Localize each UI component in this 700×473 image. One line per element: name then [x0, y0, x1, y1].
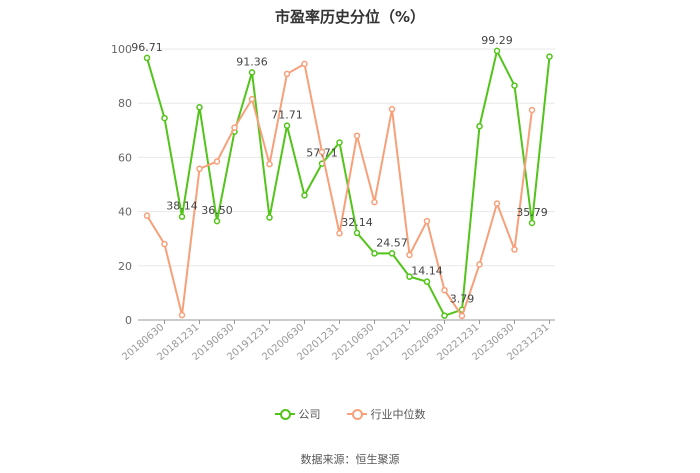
- y-tick-label: 100: [111, 43, 132, 56]
- data-label: 3.79: [450, 293, 475, 306]
- data-label: 38.14: [166, 200, 198, 213]
- company-data-point: [406, 273, 413, 280]
- company-data-point: [423, 278, 431, 285]
- industry-data-point: [476, 261, 483, 268]
- industry-data-point: [266, 160, 273, 168]
- industry-data-point: [231, 124, 238, 131]
- legend-industry-label: 行业中位数: [370, 408, 426, 421]
- data-label: 24.57: [376, 236, 408, 249]
- company-data-point: [353, 229, 361, 237]
- industry-data-point: [318, 148, 326, 156]
- company-data-point: [476, 122, 483, 130]
- industry-data-point: [161, 240, 168, 248]
- y-tick-label: 80: [118, 97, 132, 110]
- company-data-point: [528, 219, 536, 227]
- industry-data-point: [528, 106, 536, 114]
- data-source-note: 数据来源：恒生聚源: [300, 453, 400, 466]
- grid-layer: [138, 48, 555, 267]
- company-data-point: [248, 69, 256, 76]
- industry-data-point: [213, 158, 221, 165]
- company-data-point: [336, 139, 343, 146]
- y-tick-label: 0: [125, 314, 132, 327]
- industry-data-point: [406, 251, 413, 259]
- industry-data-point: [248, 95, 256, 103]
- data-label: 99.29: [481, 34, 513, 47]
- industry-data-point: [196, 165, 203, 173]
- industry-data-point: [283, 70, 291, 78]
- company-data-point: [283, 122, 291, 129]
- industry-data-point: [493, 200, 501, 207]
- y-tick-label: 20: [118, 260, 132, 273]
- label-layer: 96.71 38.14 36.50 91.36 71.71 57.71 32.1424.57…: [131, 34, 548, 306]
- company-data-point: [371, 250, 378, 257]
- industry-data-point: [441, 286, 448, 294]
- industry-data-point: [143, 212, 151, 219]
- company-data-point: [511, 82, 518, 89]
- industry-data-point: [178, 311, 186, 319]
- data-label: 14.14: [411, 265, 443, 278]
- legend-item-industry-median[interactable]: 行业中位数: [346, 406, 426, 422]
- y-tick-label: 40: [118, 206, 132, 219]
- industry-data-point: [511, 246, 518, 253]
- company-data-point: [493, 47, 501, 55]
- legend-company-marker-icon: [274, 409, 295, 420]
- company-data-point: [441, 312, 448, 319]
- company-data-point: [196, 104, 203, 111]
- legend-industry-marker-icon: [346, 409, 367, 420]
- chart-title: 市盈率历史分位（%）: [274, 8, 426, 26]
- company-data-point: [143, 54, 151, 62]
- series-layer: [143, 47, 553, 320]
- data-label: 32.14: [341, 216, 373, 229]
- company-data-point: [178, 213, 186, 220]
- industry-data-point: [301, 60, 308, 68]
- line-chart: 0204060801002018063020181231201906302019…: [111, 34, 555, 363]
- industry-data-point: [423, 217, 431, 225]
- company-data-point: [266, 214, 273, 221]
- y-tick-label: 60: [118, 151, 132, 164]
- company-data-point: [388, 250, 396, 257]
- company-data-point: [301, 192, 308, 199]
- company-data-point: [161, 114, 168, 122]
- data-label: 36.50: [201, 204, 233, 217]
- data-label: 57.71: [306, 147, 338, 160]
- legend-item-company[interactable]: 公司: [274, 406, 321, 422]
- data-label: 35.79: [516, 206, 548, 219]
- data-label: 91.36: [236, 55, 268, 68]
- legend: 公司 行业中位数: [0, 406, 700, 422]
- industry-data-point: [458, 312, 466, 320]
- data-label: 71.71: [271, 109, 303, 122]
- industry-data-point: [353, 132, 361, 139]
- data-label: 96.71: [131, 41, 163, 54]
- industry-data-point: [336, 230, 343, 237]
- legend-company-label: 公司: [298, 408, 321, 421]
- industry-data-point: [388, 105, 396, 113]
- company-data-point: [546, 53, 553, 60]
- company-data-point: [213, 217, 221, 225]
- industry-data-point: [371, 198, 378, 206]
